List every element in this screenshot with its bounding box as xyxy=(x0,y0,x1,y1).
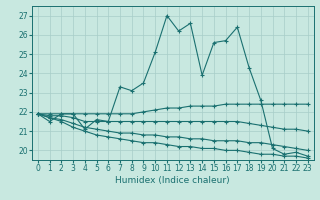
X-axis label: Humidex (Indice chaleur): Humidex (Indice chaleur) xyxy=(116,176,230,185)
